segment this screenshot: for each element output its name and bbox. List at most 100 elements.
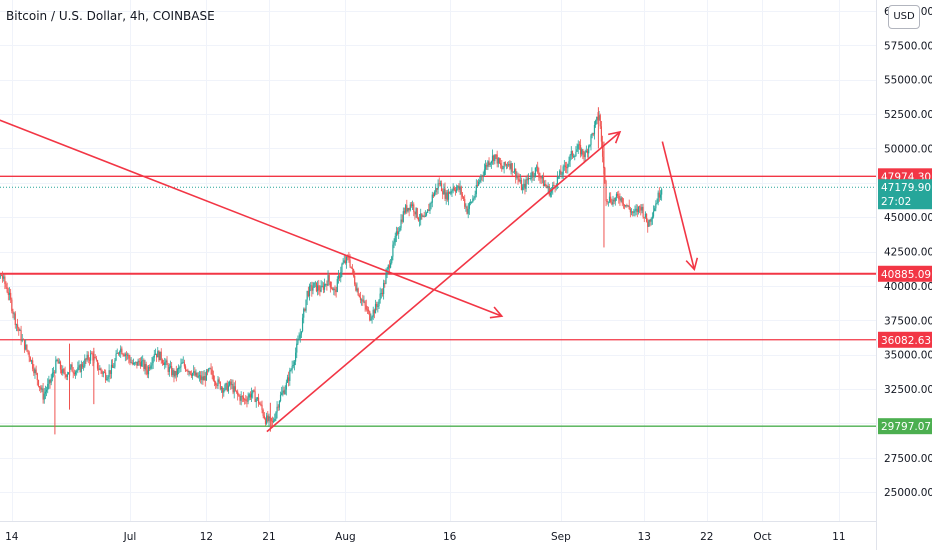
candle-body: [607, 201, 609, 203]
candle-body: [117, 352, 119, 354]
candle-body: [633, 211, 635, 213]
candle-body: [398, 231, 400, 234]
candle-body: [606, 201, 608, 202]
candle-body: [611, 202, 613, 205]
candle-body: [354, 275, 356, 285]
candle-body: [94, 356, 96, 359]
trend-line[interactable]: [0, 107, 503, 317]
candle-body: [381, 292, 384, 295]
candle-body: [651, 216, 653, 219]
candle-body: [268, 416, 270, 421]
x-tick-label: 16: [443, 531, 457, 543]
candle-body: [292, 365, 294, 367]
trend-lines[interactable]: [0, 107, 699, 433]
candle-body: [62, 369, 64, 374]
candle-body: [152, 357, 154, 364]
candle-body: [43, 393, 45, 400]
candle-body: [539, 177, 541, 179]
candle-body: [187, 370, 189, 373]
candle-body: [409, 204, 411, 211]
candle-body: [158, 351, 160, 361]
candle-body: [174, 370, 176, 377]
horizontal-levels[interactable]: [0, 175, 876, 427]
candle-body: [184, 366, 187, 371]
candle-body: [493, 155, 495, 162]
time-axis[interactable]: 14 Jul 12 21 Aug 16 Sep 13 22 Oct 11: [5, 531, 845, 543]
candle-body: [25, 344, 27, 350]
candle-body: [173, 370, 175, 377]
candle-body: [533, 175, 535, 177]
candle-body: [291, 366, 293, 370]
candle-body: [643, 216, 645, 218]
candle-body: [467, 208, 469, 214]
candle-body: [123, 354, 125, 357]
candle-body: [407, 207, 409, 212]
candle-body: [349, 259, 351, 267]
trend-line[interactable]: [266, 131, 621, 433]
candle-body: [377, 306, 379, 307]
candle-body: [519, 180, 521, 182]
level-price-label-bg: [878, 331, 932, 348]
candle-body: [176, 369, 179, 376]
candle-body: [425, 212, 428, 216]
candle-body: [115, 353, 117, 361]
candle-body: [399, 227, 401, 232]
candle-body: [186, 370, 188, 372]
candle-body: [357, 288, 359, 296]
candle-body: [329, 281, 331, 288]
candle-body: [414, 211, 416, 215]
candle-body: [456, 188, 458, 192]
candle-body: [401, 219, 403, 222]
candle-body: [198, 375, 201, 377]
candle-body: [288, 377, 290, 381]
level-price-label-bg: [878, 418, 932, 435]
candle-body: [378, 299, 380, 307]
currency-button[interactable]: USD: [888, 5, 920, 29]
candle-body: [322, 285, 325, 290]
candle-body: [520, 180, 523, 190]
candle-body: [661, 189, 663, 195]
candle-body: [298, 338, 300, 341]
candle-body: [50, 378, 52, 383]
candle-body: [140, 361, 143, 367]
candle-body: [617, 193, 619, 196]
candle-body: [290, 369, 292, 371]
candle-body: [321, 285, 323, 287]
candle-body: [56, 359, 58, 361]
trend-line[interactable]: [661, 141, 696, 270]
candle-body: [80, 364, 82, 372]
candle-body: [21, 339, 23, 341]
candle-body: [124, 354, 126, 357]
candle-body: [340, 272, 342, 278]
candle-body: [530, 177, 532, 179]
candle-body: [465, 206, 467, 208]
candle-body: [1, 275, 4, 279]
candle-body: [51, 372, 53, 379]
candle-body: [566, 167, 568, 169]
candle-body: [137, 360, 139, 366]
candle-body: [213, 380, 216, 383]
candle-body: [618, 195, 620, 200]
candle-body: [367, 309, 370, 312]
y-tick-label: 55000.00: [884, 75, 932, 87]
candle-body: [228, 381, 231, 386]
candle-body: [312, 287, 314, 291]
candle-body: [444, 188, 446, 199]
candle-body: [233, 386, 235, 393]
candle-body: [67, 372, 70, 375]
candle-body: [372, 309, 374, 317]
candle-body: [427, 209, 429, 213]
candle-body: [169, 366, 172, 368]
candle-body: [217, 379, 219, 386]
candle-body: [583, 154, 585, 158]
candle-body: [102, 372, 104, 374]
candle-body: [489, 163, 491, 166]
candle-body: [544, 184, 546, 187]
candle-body: [264, 418, 267, 424]
candle-body: [191, 373, 194, 376]
candle-body: [28, 352, 30, 358]
candle-body: [231, 384, 233, 386]
candle-body: [393, 242, 395, 245]
candle-body: [122, 354, 124, 355]
